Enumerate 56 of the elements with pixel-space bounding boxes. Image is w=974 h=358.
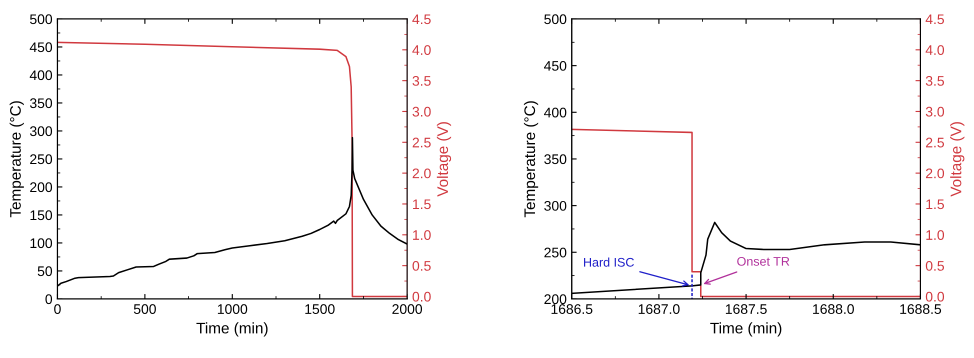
x-tick-label: 1687.0 [638,304,680,314]
x-tick-label: 2000 [392,304,422,314]
x-tick-label: 1686.5 [552,304,592,314]
y-axis-title: Temperature (°C) [10,101,24,218]
y2-tick-label: 4.5 [926,14,944,24]
y-tick-label: 500 [544,14,566,24]
y-axis-title: Temperature (°C) [524,101,538,218]
y-tick-label: 250 [544,248,566,258]
x-tick-label: 1688.5 [900,304,942,314]
y2-tick-label: 0.5 [926,260,944,271]
y-tick-label: 500 [30,14,52,24]
y2-axis-title: Voltage (V) [950,122,964,197]
y2-tick-label: 4.5 [412,14,431,24]
y2-tick-label: 1.0 [413,230,431,240]
y-tick-label: 0 [45,294,52,304]
y-tick-label: 350 [544,154,566,164]
y-tick-label: 150 [30,210,52,220]
y-tick-label: 300 [544,200,566,211]
y2-tick-label: 4.0 [926,45,944,55]
y-tick-label: 350 [30,98,52,108]
y2-tick-label: 2.5 [412,138,431,148]
y-tick-label: 250 [30,154,52,164]
y2-tick-label: 3.5 [412,76,431,86]
annotation: Onset TR [737,256,790,266]
y2-tick-label: 1.0 [926,230,944,240]
y2-tick-label: 2.0 [926,168,944,178]
y-tick-label: 400 [30,70,52,80]
x-tick-label: 1000 [218,304,248,314]
y2-tick-label: 4.0 [412,45,431,55]
x-axis-title: Time (min) [710,322,782,337]
y2-tick-label: 1.5 [413,199,431,210]
x-tick-label: 1500 [305,304,335,314]
y-tick-label: 450 [30,42,52,52]
y2-tick-label: 1.5 [926,199,944,210]
x-tick-label: 1687.5 [726,304,767,314]
annotation: Hard ISC [584,258,634,267]
y2-tick-label: 3.5 [926,76,944,86]
y-tick-label: 100 [30,238,52,248]
x-tick-label: 500 [134,304,156,314]
y2-tick-label: 0.0 [926,292,944,302]
x-tick-label: 0 [54,304,61,314]
y-tick-label: 50 [38,266,52,276]
y2-tick-label: 3.0 [926,106,944,117]
y-tick-label: 400 [544,108,566,118]
x-axis-title: Time (min) [196,322,268,337]
y2-axis-title: Voltage (V) [436,122,452,197]
y2-tick-label: 0.0 [412,292,431,302]
y2-tick-label: 0.5 [412,260,431,271]
y2-tick-label: 2.0 [412,168,431,178]
y-tick-label: 300 [30,126,52,136]
y2-tick-label: 3.0 [412,106,431,117]
y2-tick-label: 2.5 [926,138,944,148]
y-tick-label: 200 [544,294,566,304]
y-tick-label: 200 [30,182,52,192]
y-tick-label: 450 [544,60,566,71]
x-tick-label: 1688.0 [813,304,854,314]
